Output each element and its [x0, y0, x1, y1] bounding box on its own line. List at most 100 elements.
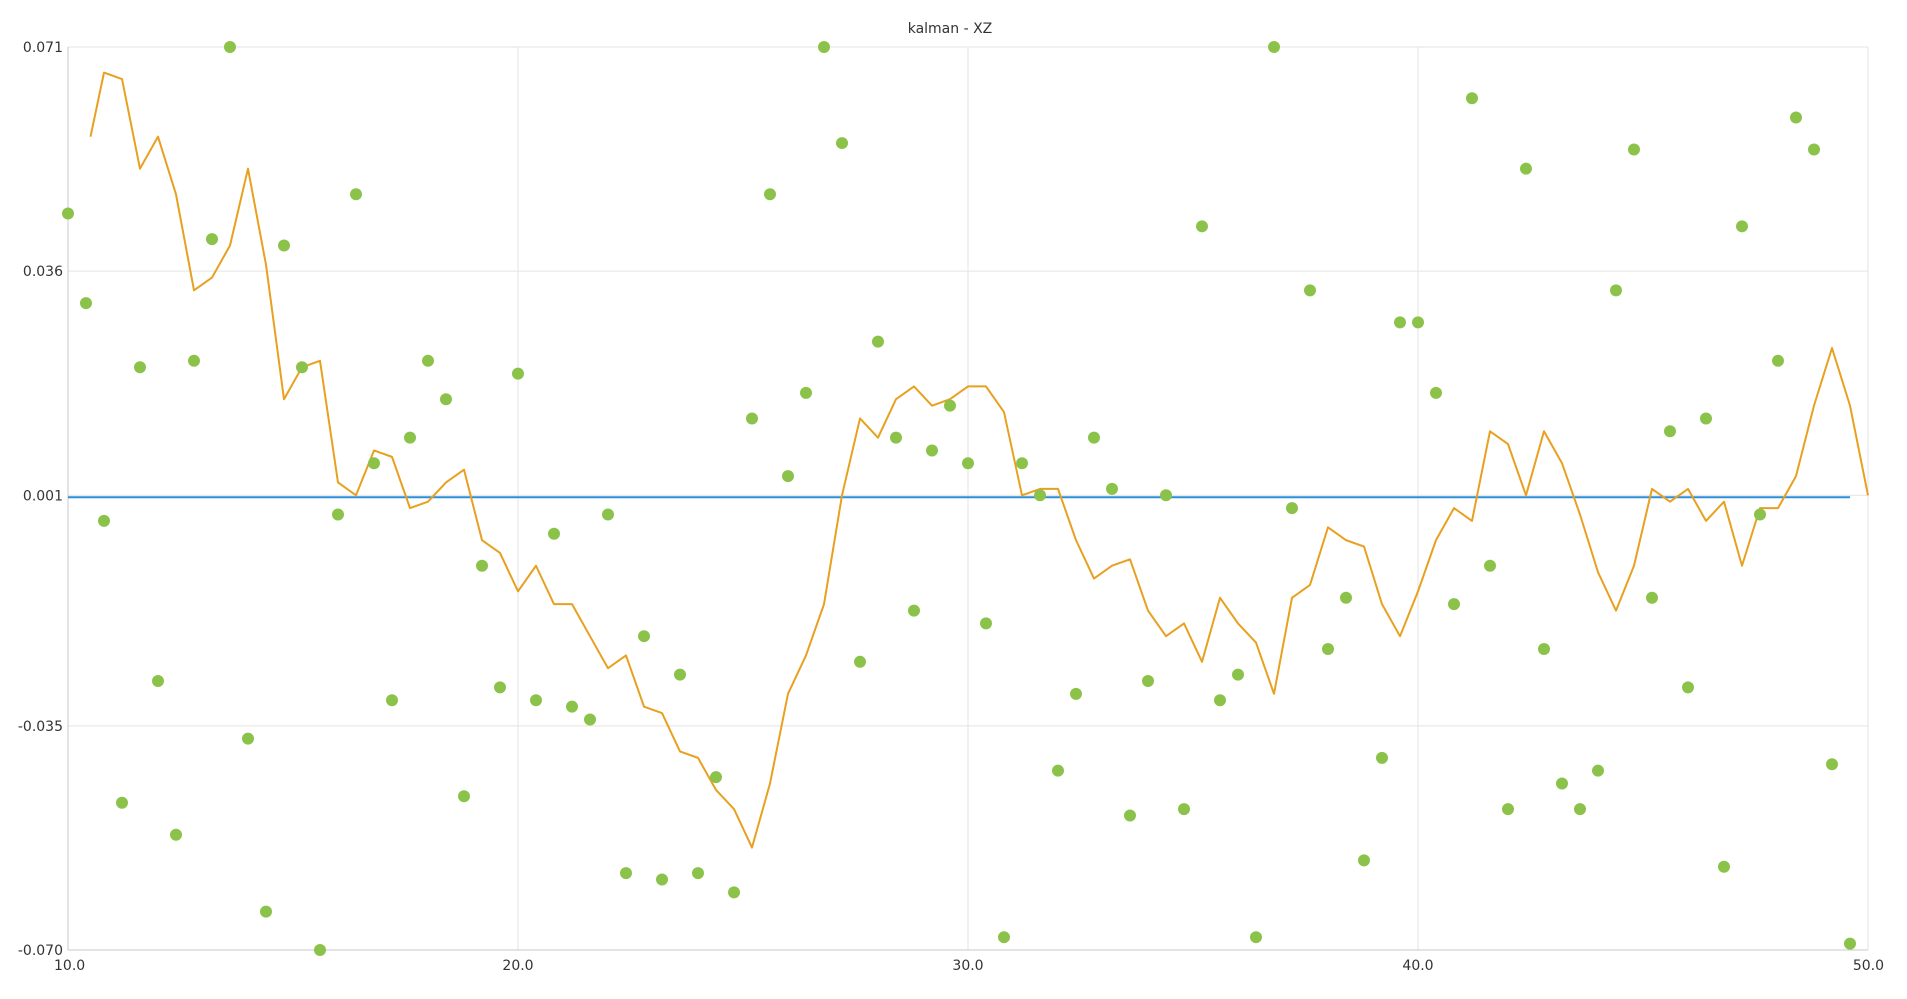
data-point: [1088, 431, 1100, 444]
data-point: [818, 41, 830, 53]
y-tick-label: 0.071: [23, 40, 63, 56]
data-point: [1808, 143, 1820, 156]
data-point: [1754, 508, 1766, 521]
data-point: [1178, 803, 1190, 816]
data-point: [224, 41, 236, 53]
data-point: [98, 514, 110, 527]
data-point: [1502, 803, 1514, 816]
data-point: [944, 399, 956, 412]
data-point: [548, 527, 560, 540]
data-point: [692, 867, 704, 880]
data-point: [1250, 931, 1262, 944]
x-tick-label: 50.0: [1853, 958, 1884, 974]
data-point: [1772, 354, 1784, 367]
data-point: [1610, 284, 1622, 297]
data-point: [62, 207, 74, 220]
axes: [67, 47, 1868, 951]
data-point: [278, 239, 290, 252]
data-point: [728, 886, 740, 899]
data-point: [188, 354, 200, 367]
data-point: [1430, 386, 1442, 399]
data-point: [386, 694, 398, 707]
data-point: [296, 361, 308, 374]
data-point: [1574, 803, 1586, 816]
y-tick-label: -0.070: [18, 943, 63, 959]
data-point: [1124, 809, 1136, 822]
data-point: [890, 431, 902, 444]
data-point: [566, 700, 578, 713]
data-point: [314, 944, 326, 956]
data-point: [494, 681, 506, 694]
data-point: [1322, 643, 1334, 655]
data-point: [1394, 316, 1406, 329]
x-tick-label: 30.0: [952, 958, 983, 974]
data-point: [242, 732, 254, 745]
data-point: [1016, 457, 1028, 470]
data-point: [80, 297, 92, 310]
data-point: [1718, 860, 1730, 873]
data-point: [620, 867, 632, 880]
data-point: [962, 457, 974, 470]
filtered-line: [89, 71, 1869, 849]
data-point: [1052, 764, 1064, 777]
data-point: [872, 335, 884, 348]
data-point: [260, 905, 272, 918]
data-point: [1232, 668, 1244, 681]
x-tick-label: 40.0: [1402, 958, 1433, 974]
data-point: [1484, 559, 1496, 572]
data-point: [1160, 489, 1172, 502]
data-point: [152, 675, 164, 688]
data-point: [854, 655, 866, 668]
data-point: [458, 790, 470, 803]
data-point: [1466, 92, 1478, 105]
data-point: [1646, 591, 1658, 604]
data-point: [980, 617, 992, 630]
data-point: [1196, 220, 1208, 233]
data-point: [1682, 681, 1694, 694]
measurement-points: [62, 41, 1856, 956]
data-point: [602, 508, 614, 521]
filtered-line-series: [89, 71, 1869, 849]
data-point: [1700, 412, 1712, 425]
data-point: [674, 668, 686, 681]
data-point: [512, 367, 524, 380]
data-point: [746, 412, 758, 425]
data-point: [476, 559, 488, 572]
data-point: [1268, 41, 1280, 53]
data-point: [206, 233, 218, 246]
data-point: [1736, 220, 1748, 233]
data-point: [782, 470, 794, 483]
data-point: [1826, 758, 1838, 771]
data-point: [1106, 482, 1118, 495]
data-point: [1286, 502, 1298, 515]
data-point: [656, 873, 668, 886]
data-point: [584, 713, 596, 726]
data-point: [332, 508, 344, 521]
data-point: [1520, 162, 1532, 175]
data-point: [998, 931, 1010, 944]
data-point: [1790, 111, 1802, 124]
data-point: [404, 431, 416, 444]
data-point: [1340, 591, 1352, 604]
data-point: [1844, 937, 1856, 950]
data-point: [116, 796, 128, 809]
data-point: [1628, 143, 1640, 156]
tick-labels: 10.0 20.0 30.0 40.0 50.0 0.071 0.036 0.001 -0.03…: [18, 40, 1884, 974]
data-point: [638, 630, 650, 643]
data-point: [1214, 694, 1226, 707]
data-point: [368, 457, 380, 470]
x-tick-label: 10.0: [54, 958, 85, 974]
data-point: [1664, 425, 1676, 438]
data-point: [1376, 751, 1388, 764]
x-tick-label: 20.0: [502, 958, 533, 974]
data-point: [1304, 284, 1316, 297]
data-point: [926, 444, 938, 457]
data-point: [1448, 598, 1460, 611]
data-point: [764, 188, 776, 201]
data-point: [440, 393, 452, 406]
data-point: [1070, 687, 1082, 700]
data-point: [170, 828, 182, 841]
data-point: [1412, 316, 1424, 329]
